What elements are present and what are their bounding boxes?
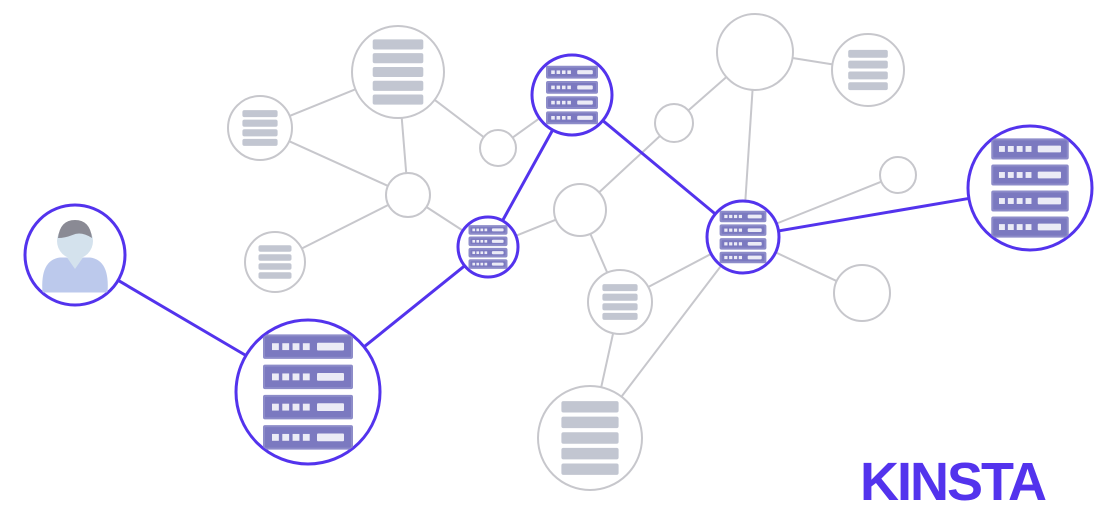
edge xyxy=(290,89,356,116)
edge xyxy=(289,141,388,186)
node-srvC xyxy=(532,55,612,135)
node-m_empty5 xyxy=(717,14,793,90)
edge xyxy=(778,198,968,231)
node-m_empty7 xyxy=(880,157,916,193)
edge xyxy=(688,77,726,110)
edge xyxy=(793,58,833,64)
node-m_srv5 xyxy=(538,386,642,490)
node-m_empty3 xyxy=(554,184,606,236)
edge xyxy=(435,100,484,137)
edge xyxy=(302,205,389,249)
node-user xyxy=(25,205,125,305)
node-m_srv3 xyxy=(245,232,305,292)
edge xyxy=(590,234,607,273)
node-m_srv1 xyxy=(228,96,292,160)
edge xyxy=(648,254,711,287)
kinsta-logo: KINSTA xyxy=(860,452,1090,512)
edge xyxy=(513,118,540,137)
node-m_empty2 xyxy=(480,130,516,166)
edge xyxy=(601,333,613,387)
nodes xyxy=(25,14,1092,490)
node-m_empty6 xyxy=(834,265,890,321)
node-srvA xyxy=(236,320,380,464)
node-m_empty4 xyxy=(655,104,693,142)
edge xyxy=(364,266,465,347)
node-m_srv6 xyxy=(832,34,904,106)
edge xyxy=(402,118,406,173)
node-m_srv4 xyxy=(588,270,652,334)
node-m_srv2 xyxy=(352,26,444,118)
edge xyxy=(426,207,462,231)
node-srvE xyxy=(968,126,1092,250)
edge xyxy=(118,280,246,355)
logo-text: KINSTA xyxy=(860,452,1046,512)
server-stack-icon xyxy=(373,39,424,104)
node-srvB xyxy=(458,217,518,277)
edge xyxy=(516,220,556,236)
edge xyxy=(776,252,837,281)
node-m_empty1 xyxy=(386,173,430,217)
server-stack-icon xyxy=(561,401,618,475)
node-srvD xyxy=(707,201,779,273)
edge xyxy=(745,90,752,201)
network-diagram xyxy=(0,0,1100,516)
